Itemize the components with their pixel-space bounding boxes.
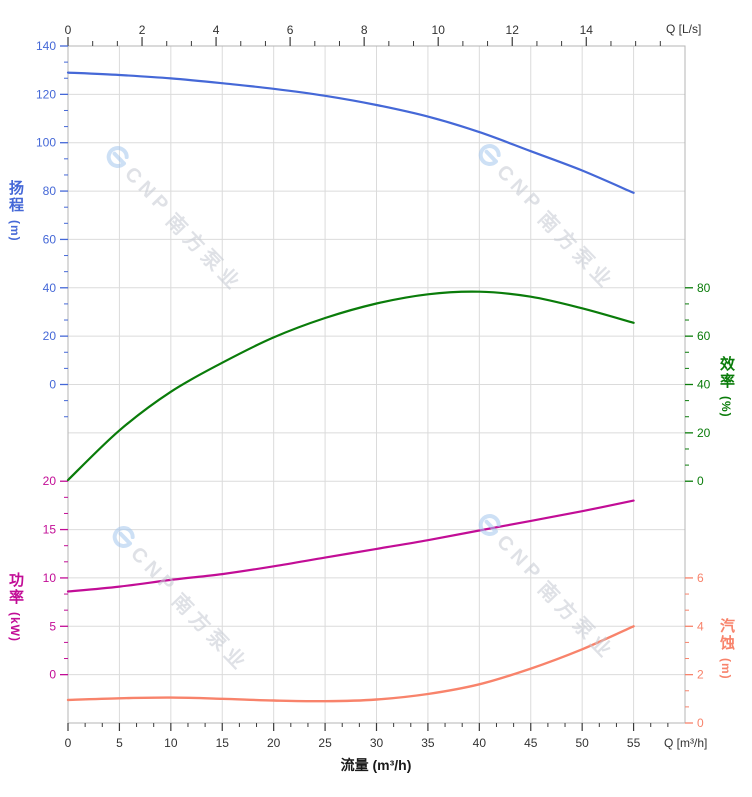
head-tick-label: 40 — [43, 281, 57, 295]
top-axis: 0 2 4 6 8 10 12 14 — [65, 23, 661, 46]
head-tick-label: 140 — [36, 39, 56, 53]
tick-label: 14 — [580, 23, 594, 37]
efficiency-tick-label: 0 — [697, 474, 704, 488]
head-tick-label: 20 — [43, 329, 57, 343]
tick-label: 20 — [267, 736, 281, 750]
power-tick-label: 0 — [49, 668, 56, 682]
tick-label: 15 — [216, 736, 230, 750]
npsh-axis-unit: (m) — [719, 658, 733, 680]
head-tick-label: 0 — [49, 378, 56, 392]
head-curve — [66, 71, 635, 194]
eff-curve — [66, 290, 635, 482]
head-tick-label: 80 — [43, 184, 57, 198]
power-axis-title-text: 功率 — [7, 572, 24, 606]
npsh-axis-title: 汽蚀 (m) — [718, 618, 735, 680]
tick-label: 0 — [65, 736, 72, 750]
power-tick-label: 15 — [43, 523, 57, 537]
tick-label: 40 — [473, 736, 487, 750]
tick-label: 4 — [213, 23, 220, 37]
tick-label: 25 — [318, 736, 332, 750]
tick-label: 10 — [432, 23, 446, 37]
head-tick-label: 120 — [36, 87, 56, 101]
tick-label: 50 — [575, 736, 589, 750]
head-tick-label: 100 — [36, 136, 56, 150]
power-tick-label: 20 — [43, 474, 57, 488]
top-axis-unit-label: Q [L/s] — [666, 22, 702, 36]
npsh-axis-title-text: 汽蚀 — [718, 618, 735, 652]
npsh-axis: 6 4 2 0 — [685, 571, 704, 730]
tick-label: 12 — [506, 23, 520, 37]
head-axis-title: 扬程 (m) — [7, 180, 24, 242]
efficiency-tick-label: 40 — [697, 378, 711, 392]
power-tick-label: 10 — [43, 571, 57, 585]
power-tick-label: 5 — [49, 619, 56, 633]
power-axis-unit: (kW) — [8, 612, 22, 642]
tick-label: 2 — [139, 23, 146, 37]
efficiency-axis-title-text: 效率 — [718, 356, 735, 390]
tick-label: 55 — [627, 736, 641, 750]
npsh-tick-label: 2 — [697, 668, 704, 682]
tick-label: 35 — [421, 736, 435, 750]
npsh-tick-label: 6 — [697, 571, 704, 585]
tick-label: 30 — [370, 736, 384, 750]
bottom-axis-unit-label: Q [m³/h] — [664, 736, 708, 750]
efficiency-axis-unit: (%) — [719, 396, 733, 418]
tick-label: 10 — [164, 736, 178, 750]
head-axis-title-text: 扬程 — [7, 180, 24, 214]
head-axis-unit: (m) — [8, 220, 22, 242]
npsh-curve — [66, 625, 635, 703]
power-axis-title: 功率 (kW) — [7, 572, 24, 642]
bottom-axis: 0 5 10 15 20 25 30 35 40 45 50 55 — [65, 723, 669, 750]
power-axis: 20 15 10 5 0 — [43, 474, 68, 682]
gridlines — [67, 45, 686, 724]
flow-axis-title: 流量 (m³/h) — [340, 757, 412, 773]
efficiency-tick-label: 80 — [697, 281, 711, 295]
efficiency-axis-title: 效率 (%) — [718, 356, 735, 418]
tick-label: 45 — [524, 736, 538, 750]
tick-label: 6 — [287, 23, 294, 37]
tick-label: 5 — [116, 736, 123, 750]
tick-label: 8 — [361, 23, 368, 37]
npsh-tick-label: 4 — [697, 619, 704, 633]
head-axis: 140 120 100 80 60 40 20 0 — [36, 39, 68, 418]
power-curve — [66, 499, 635, 593]
tick-label: 0 — [65, 23, 72, 37]
head-tick-label: 60 — [43, 232, 57, 246]
npsh-tick-label: 0 — [697, 716, 704, 730]
efficiency-tick-label: 60 — [697, 329, 711, 343]
efficiency-axis: 80 60 40 20 0 — [685, 281, 711, 488]
efficiency-tick-label: 20 — [697, 426, 711, 440]
